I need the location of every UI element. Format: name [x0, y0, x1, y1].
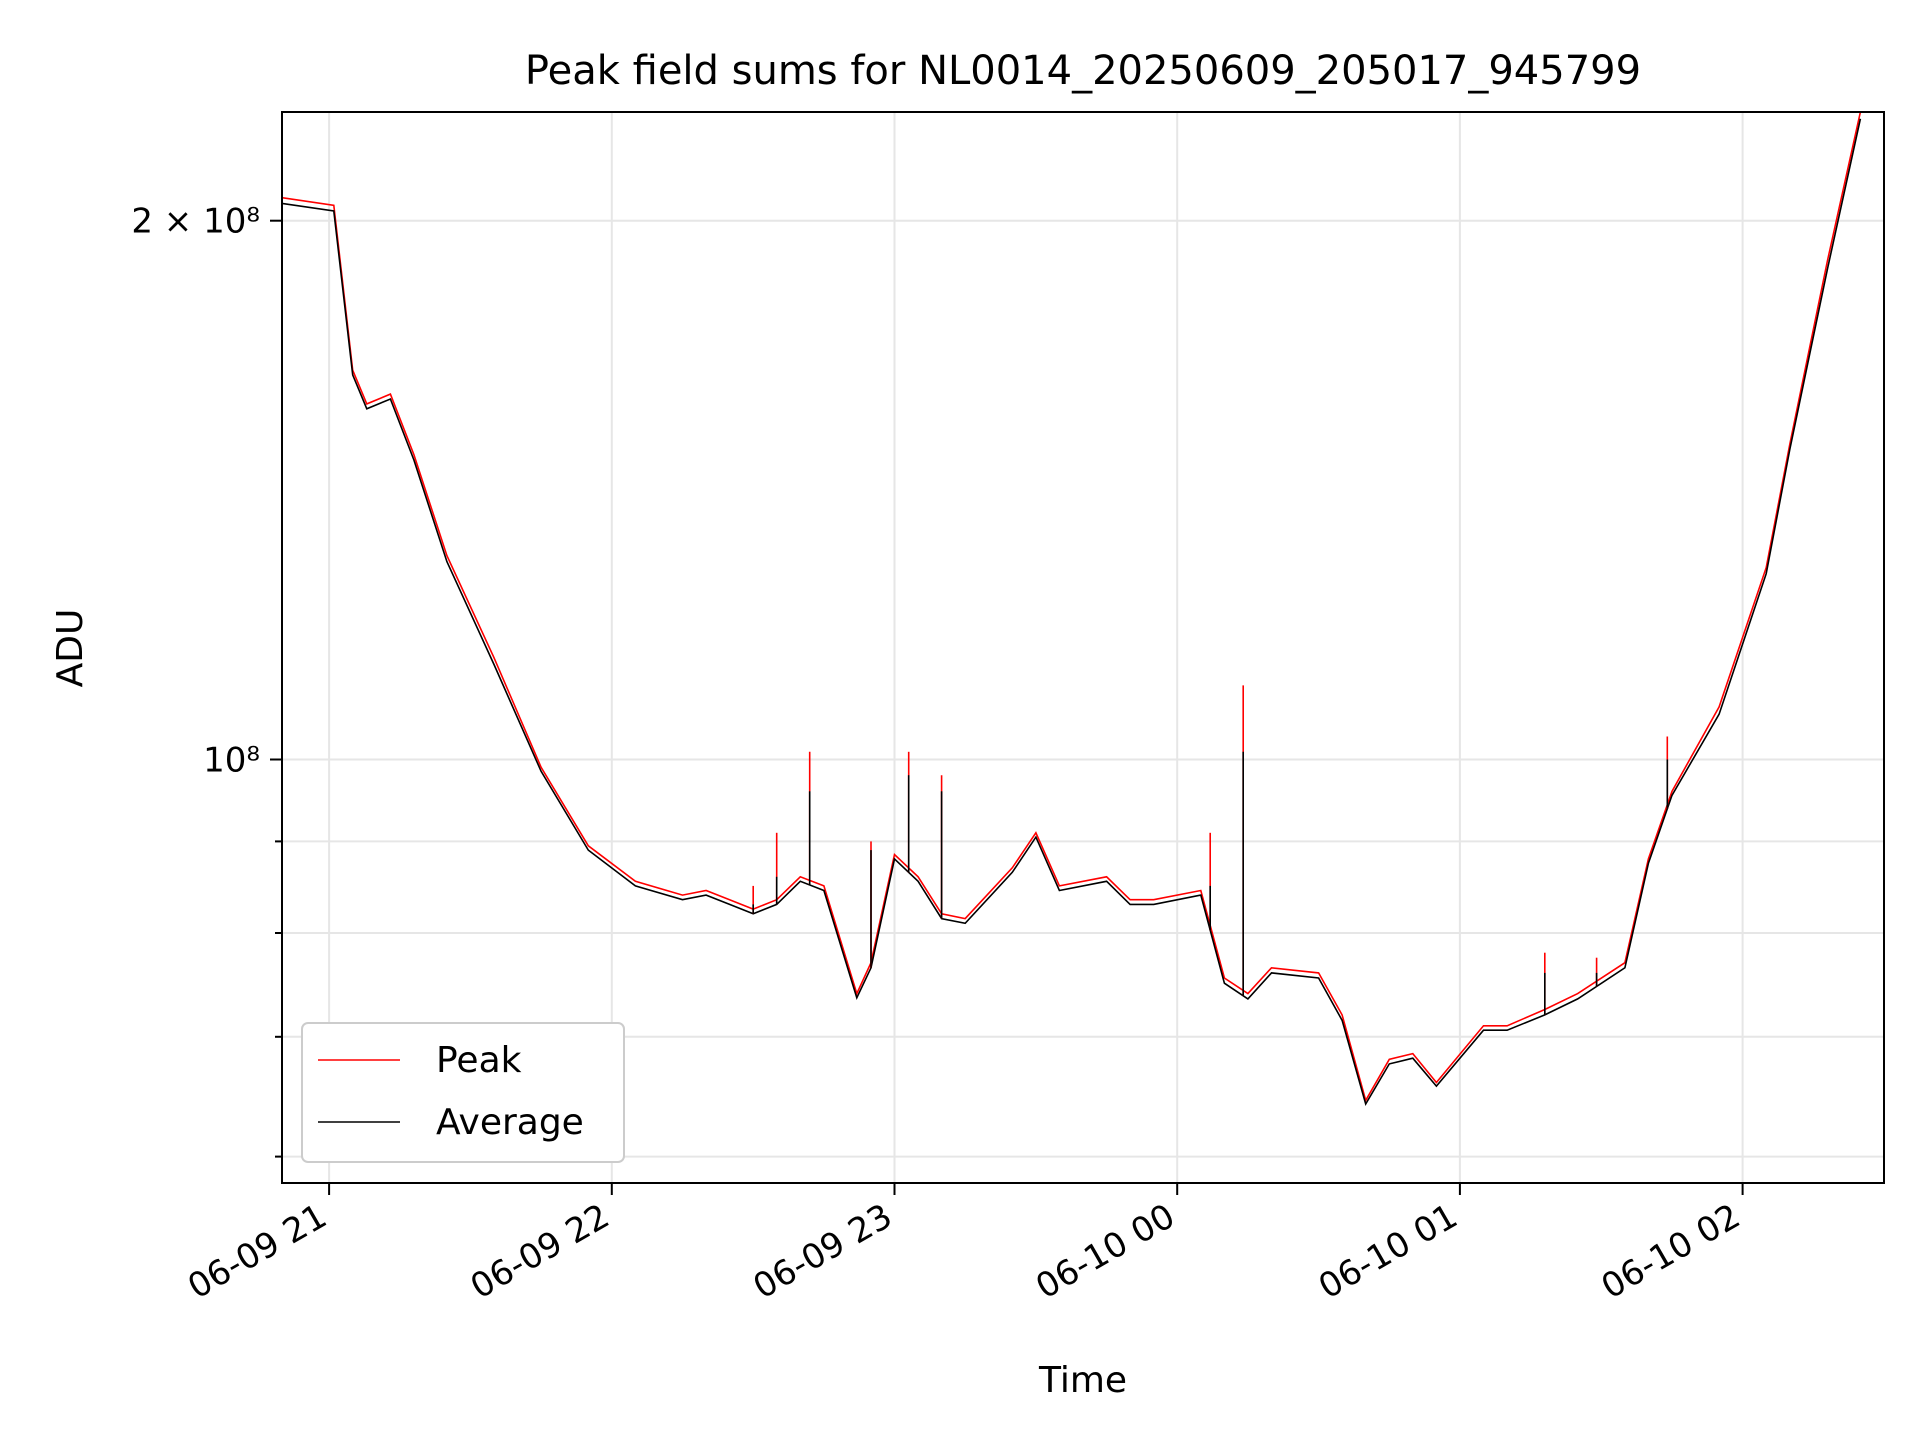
legend-label-average: Average [436, 1102, 584, 1143]
series-line-peak [282, 112, 1862, 1103]
legend: Peak Average [301, 1022, 625, 1163]
x-axis-label: Time [1038, 1360, 1127, 1401]
y-tick-label: 2 × 10⁸ [131, 202, 260, 242]
y-axis: 2 × 10⁸ 10⁸ [131, 202, 282, 1158]
y-axis-label: ADU [50, 609, 91, 688]
chart-title: Peak field sums for NL0014_20250609_2050… [525, 48, 1641, 94]
series-line-average [282, 118, 1862, 1107]
plot-frame [281, 111, 1885, 1184]
legend-box [301, 1022, 625, 1163]
series-lines [282, 112, 1862, 1107]
y-tick-label: 10⁸ [203, 741, 260, 781]
legend-label-peak: Peak [436, 1040, 522, 1081]
